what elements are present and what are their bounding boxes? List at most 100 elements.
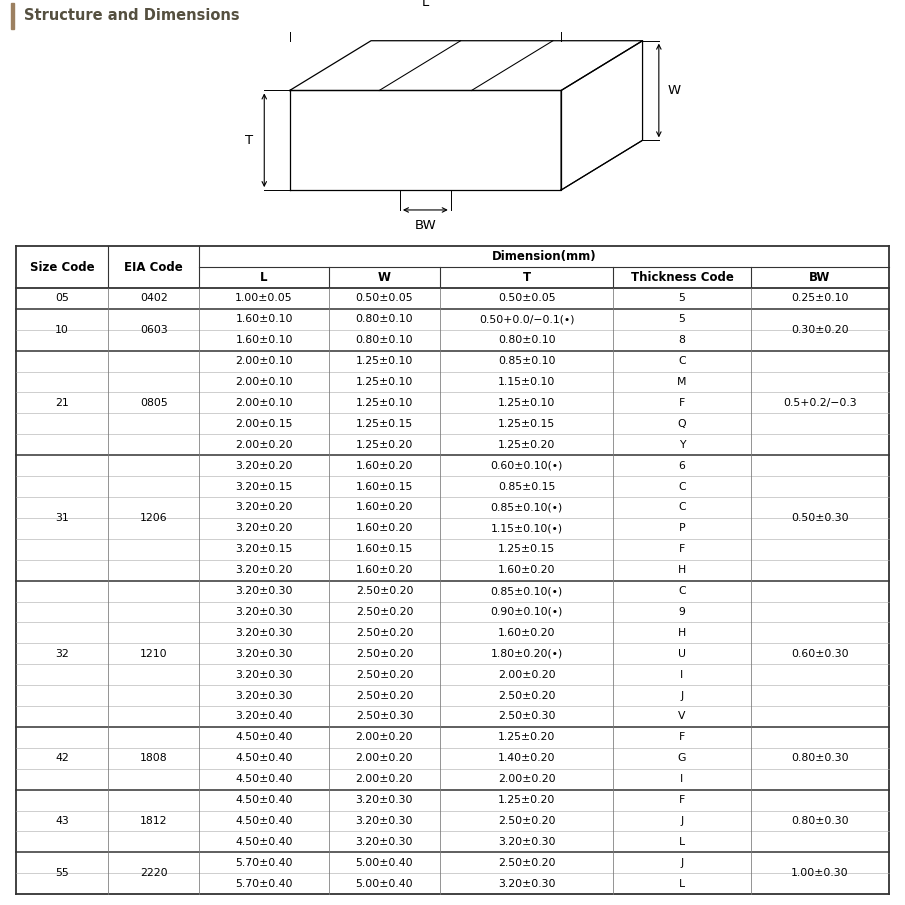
Text: L: L [422,0,429,9]
Text: 0.85±0.15: 0.85±0.15 [498,481,556,491]
Text: 0.50±0.30: 0.50±0.30 [791,513,849,523]
Text: 10: 10 [55,325,69,335]
Text: 1.25±0.10: 1.25±0.10 [356,398,414,408]
Text: 05: 05 [55,293,69,303]
Text: W: W [378,271,391,284]
Text: 1.60±0.20: 1.60±0.20 [356,502,414,512]
Text: 1.25±0.10: 1.25±0.10 [498,398,556,408]
Text: 4.50±0.40: 4.50±0.40 [235,732,293,742]
Text: Dimension(mm): Dimension(mm) [491,250,596,263]
Text: F: F [679,544,685,554]
Text: 3.20±0.30: 3.20±0.30 [235,649,293,659]
Text: 0.80±0.10: 0.80±0.10 [356,335,414,345]
Text: 3.20±0.30: 3.20±0.30 [498,879,556,889]
Text: T: T [245,134,253,147]
Text: 3.20±0.15: 3.20±0.15 [235,544,292,554]
Text: 2.50±0.20: 2.50±0.20 [498,858,556,868]
Text: 1.60±0.20: 1.60±0.20 [498,628,556,638]
Text: 1.60±0.10: 1.60±0.10 [235,335,293,345]
Text: J: J [681,858,683,868]
Text: M: M [677,377,687,387]
Text: 1.60±0.15: 1.60±0.15 [356,481,414,491]
Text: I: I [681,670,683,680]
Text: 1.25±0.20: 1.25±0.20 [356,440,414,450]
Text: Y: Y [679,440,685,450]
Text: F: F [679,795,685,805]
Text: 2.00±0.10: 2.00±0.10 [235,398,293,408]
Text: 2.00±0.10: 2.00±0.10 [235,377,293,387]
Text: H: H [678,628,686,638]
Text: 32: 32 [55,649,69,659]
Text: 2.50±0.20: 2.50±0.20 [356,670,414,680]
Text: 1.25±0.15: 1.25±0.15 [498,544,556,554]
Text: 4.50±0.40: 4.50±0.40 [235,837,293,847]
Text: 3.20±0.30: 3.20±0.30 [356,795,414,805]
Text: 3.20±0.30: 3.20±0.30 [498,837,556,847]
Text: 3.20±0.20: 3.20±0.20 [235,565,293,576]
Text: 2.50±0.30: 2.50±0.30 [498,711,556,721]
Text: 31: 31 [55,513,69,523]
Text: 0.85±0.10(•): 0.85±0.10(•) [491,502,563,512]
Text: 9: 9 [679,607,685,617]
Text: 3.20±0.30: 3.20±0.30 [235,691,293,700]
Text: 1.40±0.20: 1.40±0.20 [498,753,556,763]
Text: 6: 6 [679,461,685,471]
Text: 0.85±0.10: 0.85±0.10 [498,357,556,367]
Text: J: J [681,816,683,826]
Text: 5.70±0.40: 5.70±0.40 [235,858,293,868]
Text: 2.50±0.20: 2.50±0.20 [356,649,414,659]
Text: 1.25±0.20: 1.25±0.20 [498,732,556,742]
Text: 3.20±0.40: 3.20±0.40 [235,711,293,721]
Text: L: L [679,879,685,889]
Text: 0603: 0603 [139,325,167,335]
Text: 3.20±0.30: 3.20±0.30 [235,586,293,596]
Text: P: P [679,523,685,533]
Text: 0.80±0.30: 0.80±0.30 [791,816,849,826]
Text: 1.60±0.20: 1.60±0.20 [356,461,414,471]
Text: EIA Code: EIA Code [124,261,183,273]
Text: W: W [668,84,681,97]
Text: 1.15±0.10: 1.15±0.10 [498,377,556,387]
Text: 2.00±0.10: 2.00±0.10 [235,357,293,367]
Text: 2.50±0.20: 2.50±0.20 [356,691,414,700]
Text: 1206: 1206 [140,513,167,523]
Text: V: V [678,711,686,721]
Text: 0.30±0.20: 0.30±0.20 [791,325,849,335]
Text: 21: 21 [55,398,69,408]
Text: 1.15±0.10(•): 1.15±0.10(•) [491,523,563,533]
Text: 5.00±0.40: 5.00±0.40 [356,858,414,868]
Text: 3.20±0.30: 3.20±0.30 [235,607,293,617]
Text: F: F [679,398,685,408]
Text: 1.25±0.20: 1.25±0.20 [498,440,556,450]
Text: Structure and Dimensions: Structure and Dimensions [24,8,239,24]
Text: 55: 55 [55,868,69,878]
Text: 2.50±0.20: 2.50±0.20 [356,628,414,638]
Text: 1.60±0.20: 1.60±0.20 [356,565,414,576]
Text: C: C [678,357,686,367]
Text: 42: 42 [55,753,69,763]
Text: 3.20±0.20: 3.20±0.20 [235,461,293,471]
Text: Size Code: Size Code [30,261,94,273]
Text: 0.60±0.10(•): 0.60±0.10(•) [491,461,563,471]
Text: G: G [678,753,686,763]
Text: 1.80±0.20(•): 1.80±0.20(•) [491,649,563,659]
Text: 4.50±0.40: 4.50±0.40 [235,774,293,784]
Text: 0402: 0402 [139,293,167,303]
Text: J: J [681,691,683,700]
Text: 4.50±0.40: 4.50±0.40 [235,795,293,805]
Text: 1210: 1210 [140,649,167,659]
Text: 1.25±0.15: 1.25±0.15 [498,419,556,429]
Text: F: F [679,732,685,742]
Text: U: U [678,649,686,659]
Text: 1812: 1812 [140,816,167,826]
Text: 1.60±0.20: 1.60±0.20 [498,565,556,576]
Text: 3.20±0.30: 3.20±0.30 [235,670,293,680]
Text: 2.00±0.20: 2.00±0.20 [356,732,414,742]
Text: 0.50±0.05: 0.50±0.05 [356,293,414,303]
Text: 2220: 2220 [140,868,167,878]
Text: 0.5+0.2/−0.3: 0.5+0.2/−0.3 [783,398,857,408]
Text: L: L [679,837,685,847]
Text: 2.50±0.20: 2.50±0.20 [498,816,556,826]
Text: 4.50±0.40: 4.50±0.40 [235,753,293,763]
Text: 2.00±0.20: 2.00±0.20 [356,753,414,763]
